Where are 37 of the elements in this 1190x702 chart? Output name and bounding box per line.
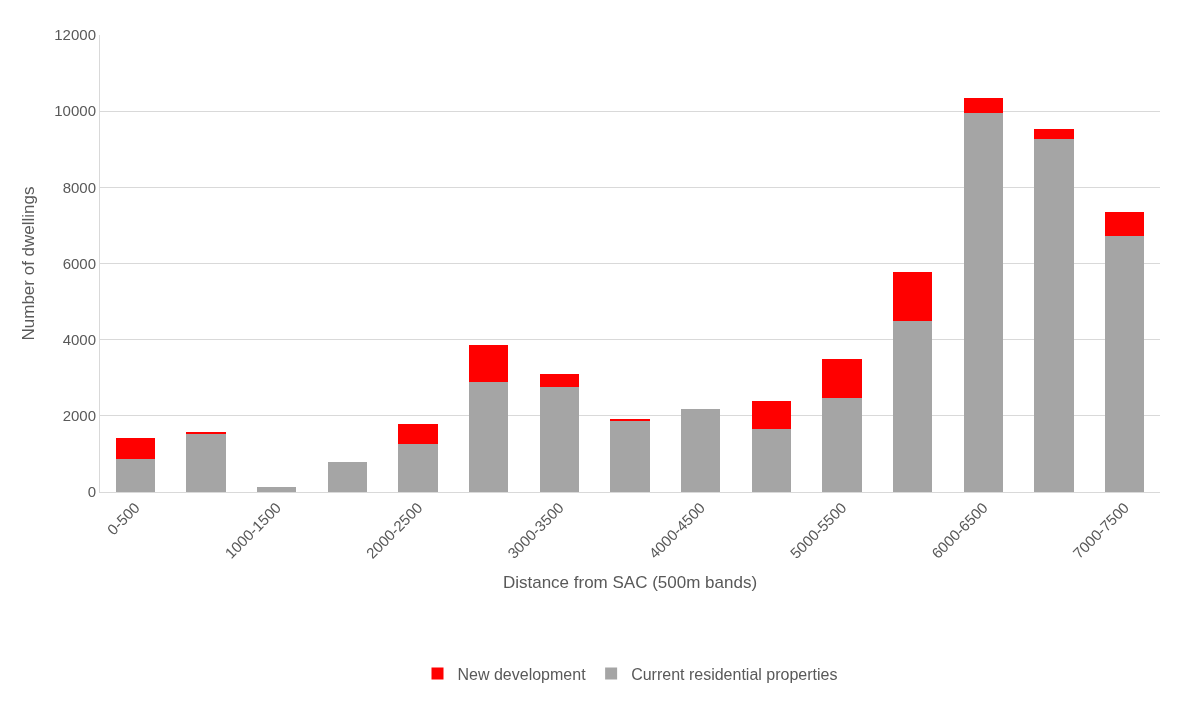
bar (751, 400, 792, 430)
y-tick-label: 10000 (54, 102, 96, 120)
bar (186, 433, 226, 492)
y-axis-title: Number of dwellings (18, 186, 38, 341)
bar (963, 97, 1004, 114)
bar (115, 458, 156, 492)
bar (822, 397, 862, 492)
legend-label: Current residential properties (631, 665, 838, 683)
bar (751, 429, 792, 492)
bar (468, 382, 509, 492)
bar (1104, 235, 1145, 492)
bar (610, 418, 650, 421)
bar (822, 359, 862, 398)
legend-label: New development (457, 665, 587, 683)
bar (963, 113, 1004, 492)
x-axis-title: Distance from SAC (500m bands) (502, 573, 758, 593)
bar (539, 373, 580, 387)
bar (115, 437, 156, 459)
bar (1034, 138, 1074, 492)
bar (892, 321, 933, 492)
bar (1034, 129, 1074, 139)
bar (398, 444, 438, 492)
bar (398, 424, 438, 445)
bar (256, 487, 297, 492)
y-tick-label: 8000 (62, 178, 96, 196)
bar (327, 462, 368, 492)
bar (680, 408, 721, 492)
bar (468, 345, 509, 383)
y-tick-label: 12000 (54, 26, 96, 44)
bar (892, 271, 933, 322)
y-tick-label: 4000 (62, 330, 96, 348)
y-tick-label: 2000 (62, 407, 96, 425)
bar (610, 420, 650, 492)
y-tick-label: 6000 (62, 254, 96, 272)
bar (1104, 211, 1145, 236)
bar (539, 386, 580, 492)
y-tick-label: 0 (87, 483, 96, 501)
